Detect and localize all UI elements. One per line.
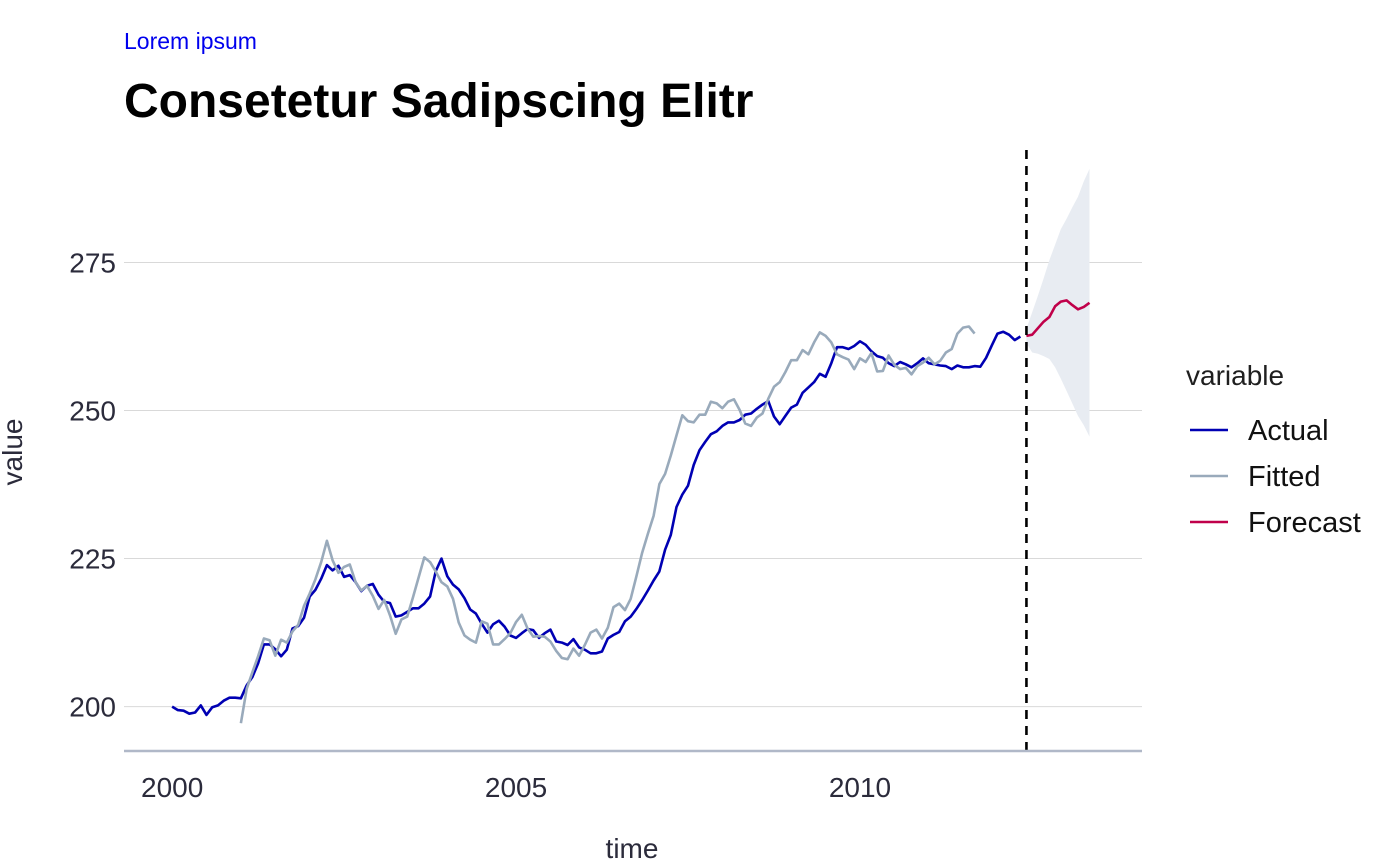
legend-label-fitted: Fitted [1248,461,1321,493]
series-line-forecast [1026,299,1091,338]
axis-layer: 200 225 250 275 2000 2005 2010 [69,248,1142,803]
chart-subtitle: Lorem ipsum [124,28,257,54]
x-tick-label: 2005 [485,772,547,803]
y-tick-label: 275 [69,248,116,279]
y-tick-label: 250 [69,396,116,427]
legend-label-actual: Actual [1248,415,1329,447]
series-line-actual [171,330,1022,717]
grid-layer [124,262,1142,708]
legend: variable Actual Fitted Forecast [1186,360,1361,539]
x-tick-label: 2010 [829,772,891,803]
series-layer [171,150,1091,751]
y-axis-title: value [0,419,28,486]
x-tick-label: 2000 [141,772,203,803]
y-tick-label: 225 [69,544,116,575]
y-tick-label: 200 [69,692,116,723]
legend-title: variable [1186,360,1284,391]
chart-title: Consetetur Sadipscing Elitr [124,75,754,128]
legend-label-forecast: Forecast [1248,507,1361,539]
series-line-fitted [239,325,976,724]
x-axis-title: time [606,833,659,864]
